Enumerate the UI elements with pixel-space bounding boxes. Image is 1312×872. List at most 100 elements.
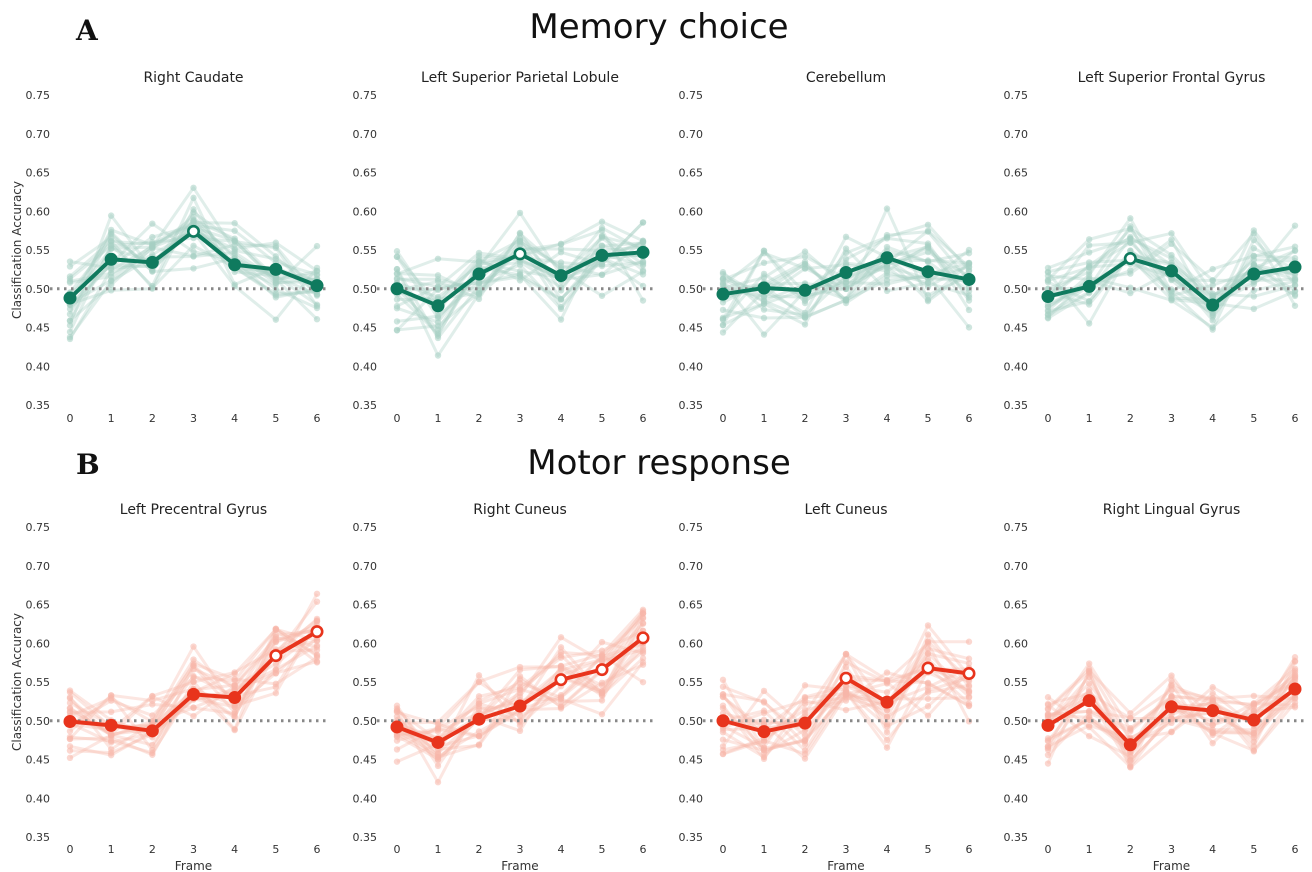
subject-point bbox=[1168, 686, 1175, 694]
x-tick-label: 6 bbox=[640, 412, 647, 425]
subject-point bbox=[598, 692, 606, 699]
subject-point bbox=[231, 220, 238, 227]
y-tick-label: 0.75 bbox=[679, 521, 704, 534]
mean-point bbox=[716, 714, 730, 728]
x-tick-label: 6 bbox=[966, 843, 973, 856]
subject-point bbox=[924, 622, 932, 629]
subject-point bbox=[231, 238, 238, 245]
subject-point bbox=[434, 330, 442, 337]
subject-point bbox=[719, 676, 727, 684]
y-tick-label: 0.60 bbox=[26, 205, 51, 218]
subject-point bbox=[1250, 293, 1258, 300]
subject-point bbox=[313, 651, 321, 658]
y-tick-label: 0.75 bbox=[26, 89, 51, 102]
mean-point bbox=[921, 265, 935, 279]
subject-point bbox=[66, 705, 74, 712]
subject-point bbox=[1044, 303, 1052, 311]
subject-point bbox=[842, 659, 850, 666]
subject-point bbox=[149, 241, 156, 249]
x-tick-label: 6 bbox=[1292, 412, 1299, 425]
y-tick-label: 0.70 bbox=[26, 128, 51, 141]
subject-point bbox=[107, 287, 115, 294]
subject-point bbox=[231, 703, 238, 711]
x-tick-label: 3 bbox=[190, 843, 197, 856]
subject-point bbox=[66, 273, 74, 280]
y-tick-label: 0.35 bbox=[26, 831, 51, 844]
subject-point bbox=[149, 749, 156, 757]
subject-point bbox=[1209, 697, 1216, 705]
subject-point bbox=[1085, 301, 1093, 308]
y-axis-label: Classification Accuracy bbox=[10, 613, 24, 751]
subject-point bbox=[516, 277, 524, 284]
subject-point bbox=[639, 655, 647, 662]
subject-point bbox=[719, 316, 727, 323]
y-tick-label: 0.60 bbox=[353, 637, 378, 650]
subject-point bbox=[760, 707, 768, 714]
subject-point bbox=[801, 747, 809, 754]
subject-point bbox=[557, 703, 565, 710]
subject-point bbox=[1209, 690, 1216, 697]
y-tick-label: 0.55 bbox=[353, 244, 378, 257]
subject-point bbox=[107, 731, 115, 739]
y-tick-label: 0.55 bbox=[679, 244, 704, 257]
subject-point bbox=[842, 233, 850, 241]
subject-point bbox=[1127, 750, 1134, 757]
subject-point bbox=[475, 732, 483, 740]
subject-point bbox=[516, 229, 524, 237]
subject-point bbox=[719, 329, 727, 336]
subject-point bbox=[1168, 251, 1175, 259]
subject-point bbox=[475, 295, 483, 303]
x-tick-label: 1 bbox=[435, 843, 442, 856]
x-tick-label: 5 bbox=[1250, 843, 1257, 856]
subject-point bbox=[434, 272, 442, 279]
subject-point bbox=[883, 689, 891, 696]
subject-point bbox=[598, 242, 606, 249]
mean-point bbox=[595, 248, 609, 262]
subject-lines bbox=[66, 590, 321, 762]
subject-point bbox=[313, 637, 321, 645]
subject-point bbox=[516, 238, 524, 246]
subject-point bbox=[1085, 708, 1093, 715]
subject-point bbox=[760, 687, 768, 695]
subject-point bbox=[1168, 240, 1175, 248]
subject-point bbox=[924, 631, 932, 638]
subject-point bbox=[313, 646, 321, 654]
subject-point bbox=[1209, 739, 1216, 747]
y-tick-label: 0.45 bbox=[679, 754, 704, 767]
subject-point bbox=[1044, 743, 1052, 750]
subject-point bbox=[231, 249, 238, 256]
subject-point bbox=[557, 644, 565, 651]
subject-point bbox=[598, 260, 606, 268]
subject-point bbox=[1291, 247, 1299, 255]
subject-point bbox=[272, 316, 280, 323]
subject-point bbox=[1127, 215, 1134, 222]
subject-point bbox=[639, 620, 647, 627]
y-tick-label: 0.45 bbox=[26, 322, 51, 335]
subject-point bbox=[272, 281, 280, 288]
subject-point bbox=[434, 762, 442, 770]
y-tick-label: 0.65 bbox=[26, 167, 51, 180]
x-tick-label: 6 bbox=[966, 412, 973, 425]
x-tick-label: 1 bbox=[1086, 412, 1093, 425]
subject-point bbox=[965, 306, 973, 314]
panel-title: Right Cuneus bbox=[473, 502, 567, 518]
mean-point bbox=[187, 687, 200, 701]
subject-point bbox=[434, 319, 442, 326]
mean-point bbox=[513, 699, 527, 713]
subject-point bbox=[393, 304, 401, 312]
mean-point bbox=[1247, 267, 1261, 281]
subject-point bbox=[883, 243, 891, 251]
subject-point bbox=[1291, 254, 1299, 262]
subject-point bbox=[1250, 748, 1258, 755]
subject-point bbox=[598, 682, 606, 689]
x-tick-label: 0 bbox=[394, 843, 401, 856]
subject-point bbox=[149, 282, 156, 290]
subject-point bbox=[313, 316, 321, 323]
subject-point bbox=[719, 269, 727, 276]
section-title: Memory choice bbox=[529, 7, 788, 47]
subject-point bbox=[393, 270, 401, 277]
x-tick-label: 2 bbox=[1127, 412, 1134, 425]
subject-point bbox=[272, 292, 280, 299]
subject-point bbox=[1085, 271, 1093, 279]
